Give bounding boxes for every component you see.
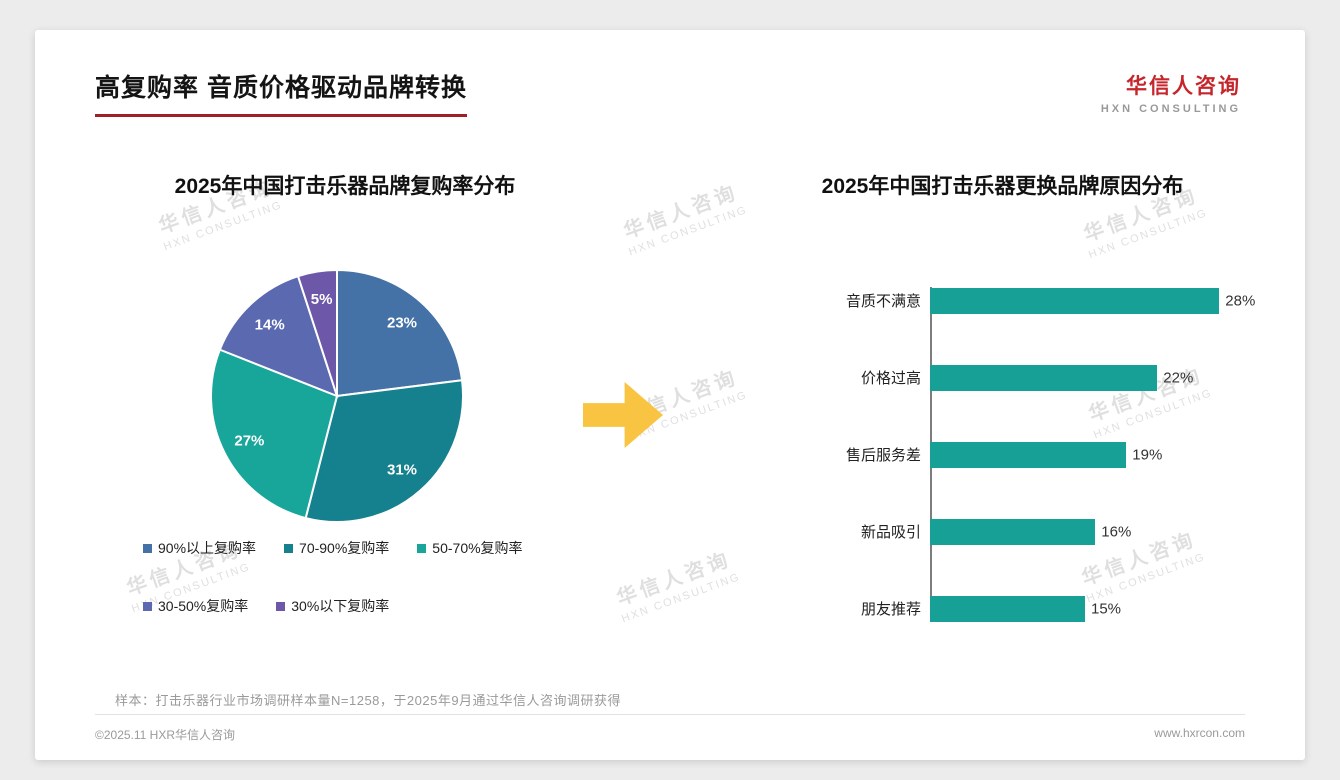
legend-item: 30%以下复购率 bbox=[276, 596, 389, 616]
bar-track: 15% bbox=[930, 595, 1240, 622]
copyright-text: ©2025.11 HXR华信人咨询 bbox=[95, 728, 235, 742]
pie-value-label: 27% bbox=[234, 433, 264, 450]
legend-label: 30%以下复购率 bbox=[291, 598, 390, 614]
watermark-line2: HXN CONSULTING bbox=[627, 203, 750, 259]
watermark-line2: HXN CONSULTING bbox=[162, 198, 285, 254]
pie-slice-1 bbox=[304, 379, 464, 523]
pie-chart-title: 2025年中国打击乐器品牌复购率分布 bbox=[174, 175, 516, 198]
watermark-line2: HXN CONSULTING bbox=[1087, 206, 1210, 262]
brand-watermark: 华信人咨询 HXN CONSULTING bbox=[609, 542, 742, 625]
bar-value-label: 15% bbox=[1091, 600, 1122, 617]
bar-fill bbox=[930, 287, 1220, 314]
pie-value-label: 5% bbox=[311, 291, 333, 308]
bar-category-label: 朋友推荐 bbox=[860, 601, 921, 618]
bar-category-label: 新品吸引 bbox=[860, 524, 921, 541]
sample-note: 样本：打击乐器行业市场调研样本量N=1258，于2025年9月通过华信人咨询调研… bbox=[115, 693, 622, 708]
bar-track: 28% bbox=[930, 287, 1255, 314]
pie-slice-0 bbox=[336, 268, 464, 398]
bar-track: 19% bbox=[930, 441, 1240, 468]
bar-track: 16% bbox=[930, 518, 1240, 545]
legend-swatch-icon bbox=[417, 543, 427, 553]
legend-label: 90%以上复购率 bbox=[158, 540, 257, 556]
brand-logo: 华信人咨询 HXN CONSULTING bbox=[1101, 70, 1241, 115]
watermark-line1: 华信人咨询 bbox=[614, 548, 735, 611]
bar-fill bbox=[930, 518, 1096, 545]
bar-row: 价格过高 22% bbox=[745, 339, 1280, 416]
brand-subtitle: HXN CONSULTING bbox=[1100, 103, 1241, 115]
page-title: 高复购率 音质价格驱动品牌转换 bbox=[95, 68, 467, 117]
bar-category-label: 价格过高 bbox=[860, 370, 921, 387]
arrow-right-icon bbox=[583, 382, 663, 448]
bar-category-label: 售后服务差 bbox=[845, 447, 921, 464]
legend-swatch-icon bbox=[143, 601, 152, 611]
bar-fill bbox=[930, 595, 1085, 622]
slide-card: 华信人咨询 HXN CONSULTING 华信人咨询 HXN CONSULTING 华信… bbox=[35, 30, 1305, 760]
bar-row: 新品吸引 16% bbox=[745, 493, 1280, 570]
bar-row: 音质不满意 28% bbox=[745, 262, 1280, 339]
pie-slice-2 bbox=[210, 348, 339, 520]
legend-item: 90%以上复购率 bbox=[143, 538, 256, 558]
bar-value-label: 16% bbox=[1101, 523, 1132, 540]
legend-item: 30-50%复购率 bbox=[143, 596, 248, 616]
legend-label: 30-50%复购率 bbox=[158, 598, 249, 614]
bar-value-label: 22% bbox=[1163, 369, 1194, 386]
bar-track: 22% bbox=[930, 364, 1240, 391]
bar-value-label: 28% bbox=[1225, 292, 1256, 309]
legend-swatch-icon bbox=[143, 543, 152, 553]
website-url: www.hxrcon.com bbox=[1154, 726, 1245, 740]
legend-swatch-icon bbox=[284, 543, 294, 553]
bar-row: 售后服务差 19% bbox=[745, 416, 1280, 493]
bar-row: 朋友推荐 15% bbox=[745, 570, 1280, 647]
legend-item: 50-70%复购率 bbox=[417, 538, 523, 558]
pie-value-label: 31% bbox=[387, 462, 417, 479]
legend-label: 70-90%复购率 bbox=[299, 540, 390, 556]
bar-value-label: 19% bbox=[1132, 446, 1163, 463]
legend-item: 70-90%复购率 bbox=[284, 538, 389, 558]
bar-fill bbox=[930, 441, 1127, 468]
brand-name: 华信人咨询 bbox=[1126, 75, 1241, 98]
bar-fill bbox=[930, 364, 1158, 391]
legend-row: 30-50%复购率 30%以下复购率 bbox=[143, 596, 523, 616]
pie-value-label: 23% bbox=[387, 314, 417, 331]
pie-chart: 23% 31% 27% 14% 5% bbox=[210, 268, 464, 523]
legend-label: 50-70%复购率 bbox=[432, 540, 523, 556]
pie-legend: 90%以上复购率 70-90%复购率 50-70%复购率 30-50%复购率 30%以下… bbox=[143, 538, 523, 616]
footer: ©2025.11 HXR华信人咨询 www.hxrcon.com bbox=[95, 714, 1245, 743]
legend-swatch-icon bbox=[276, 601, 286, 611]
legend-row: 90%以上复购率 70-90%复购率 50-70%复购率 bbox=[143, 538, 523, 558]
pie-slice-4 bbox=[296, 268, 338, 397]
bar-chart: 音质不满意 28% 价格过高 22% 售后服务差 19% 新品吸引 16% 朋友推荐 15% bbox=[745, 262, 1280, 647]
bar-chart-title: 2025年中国打击乐器更换品牌原因分布 bbox=[821, 175, 1184, 198]
pie-value-label: 14% bbox=[255, 316, 285, 333]
bar-category-label: 音质不满意 bbox=[845, 293, 921, 310]
watermark-line2: HXN CONSULTING bbox=[620, 570, 743, 626]
